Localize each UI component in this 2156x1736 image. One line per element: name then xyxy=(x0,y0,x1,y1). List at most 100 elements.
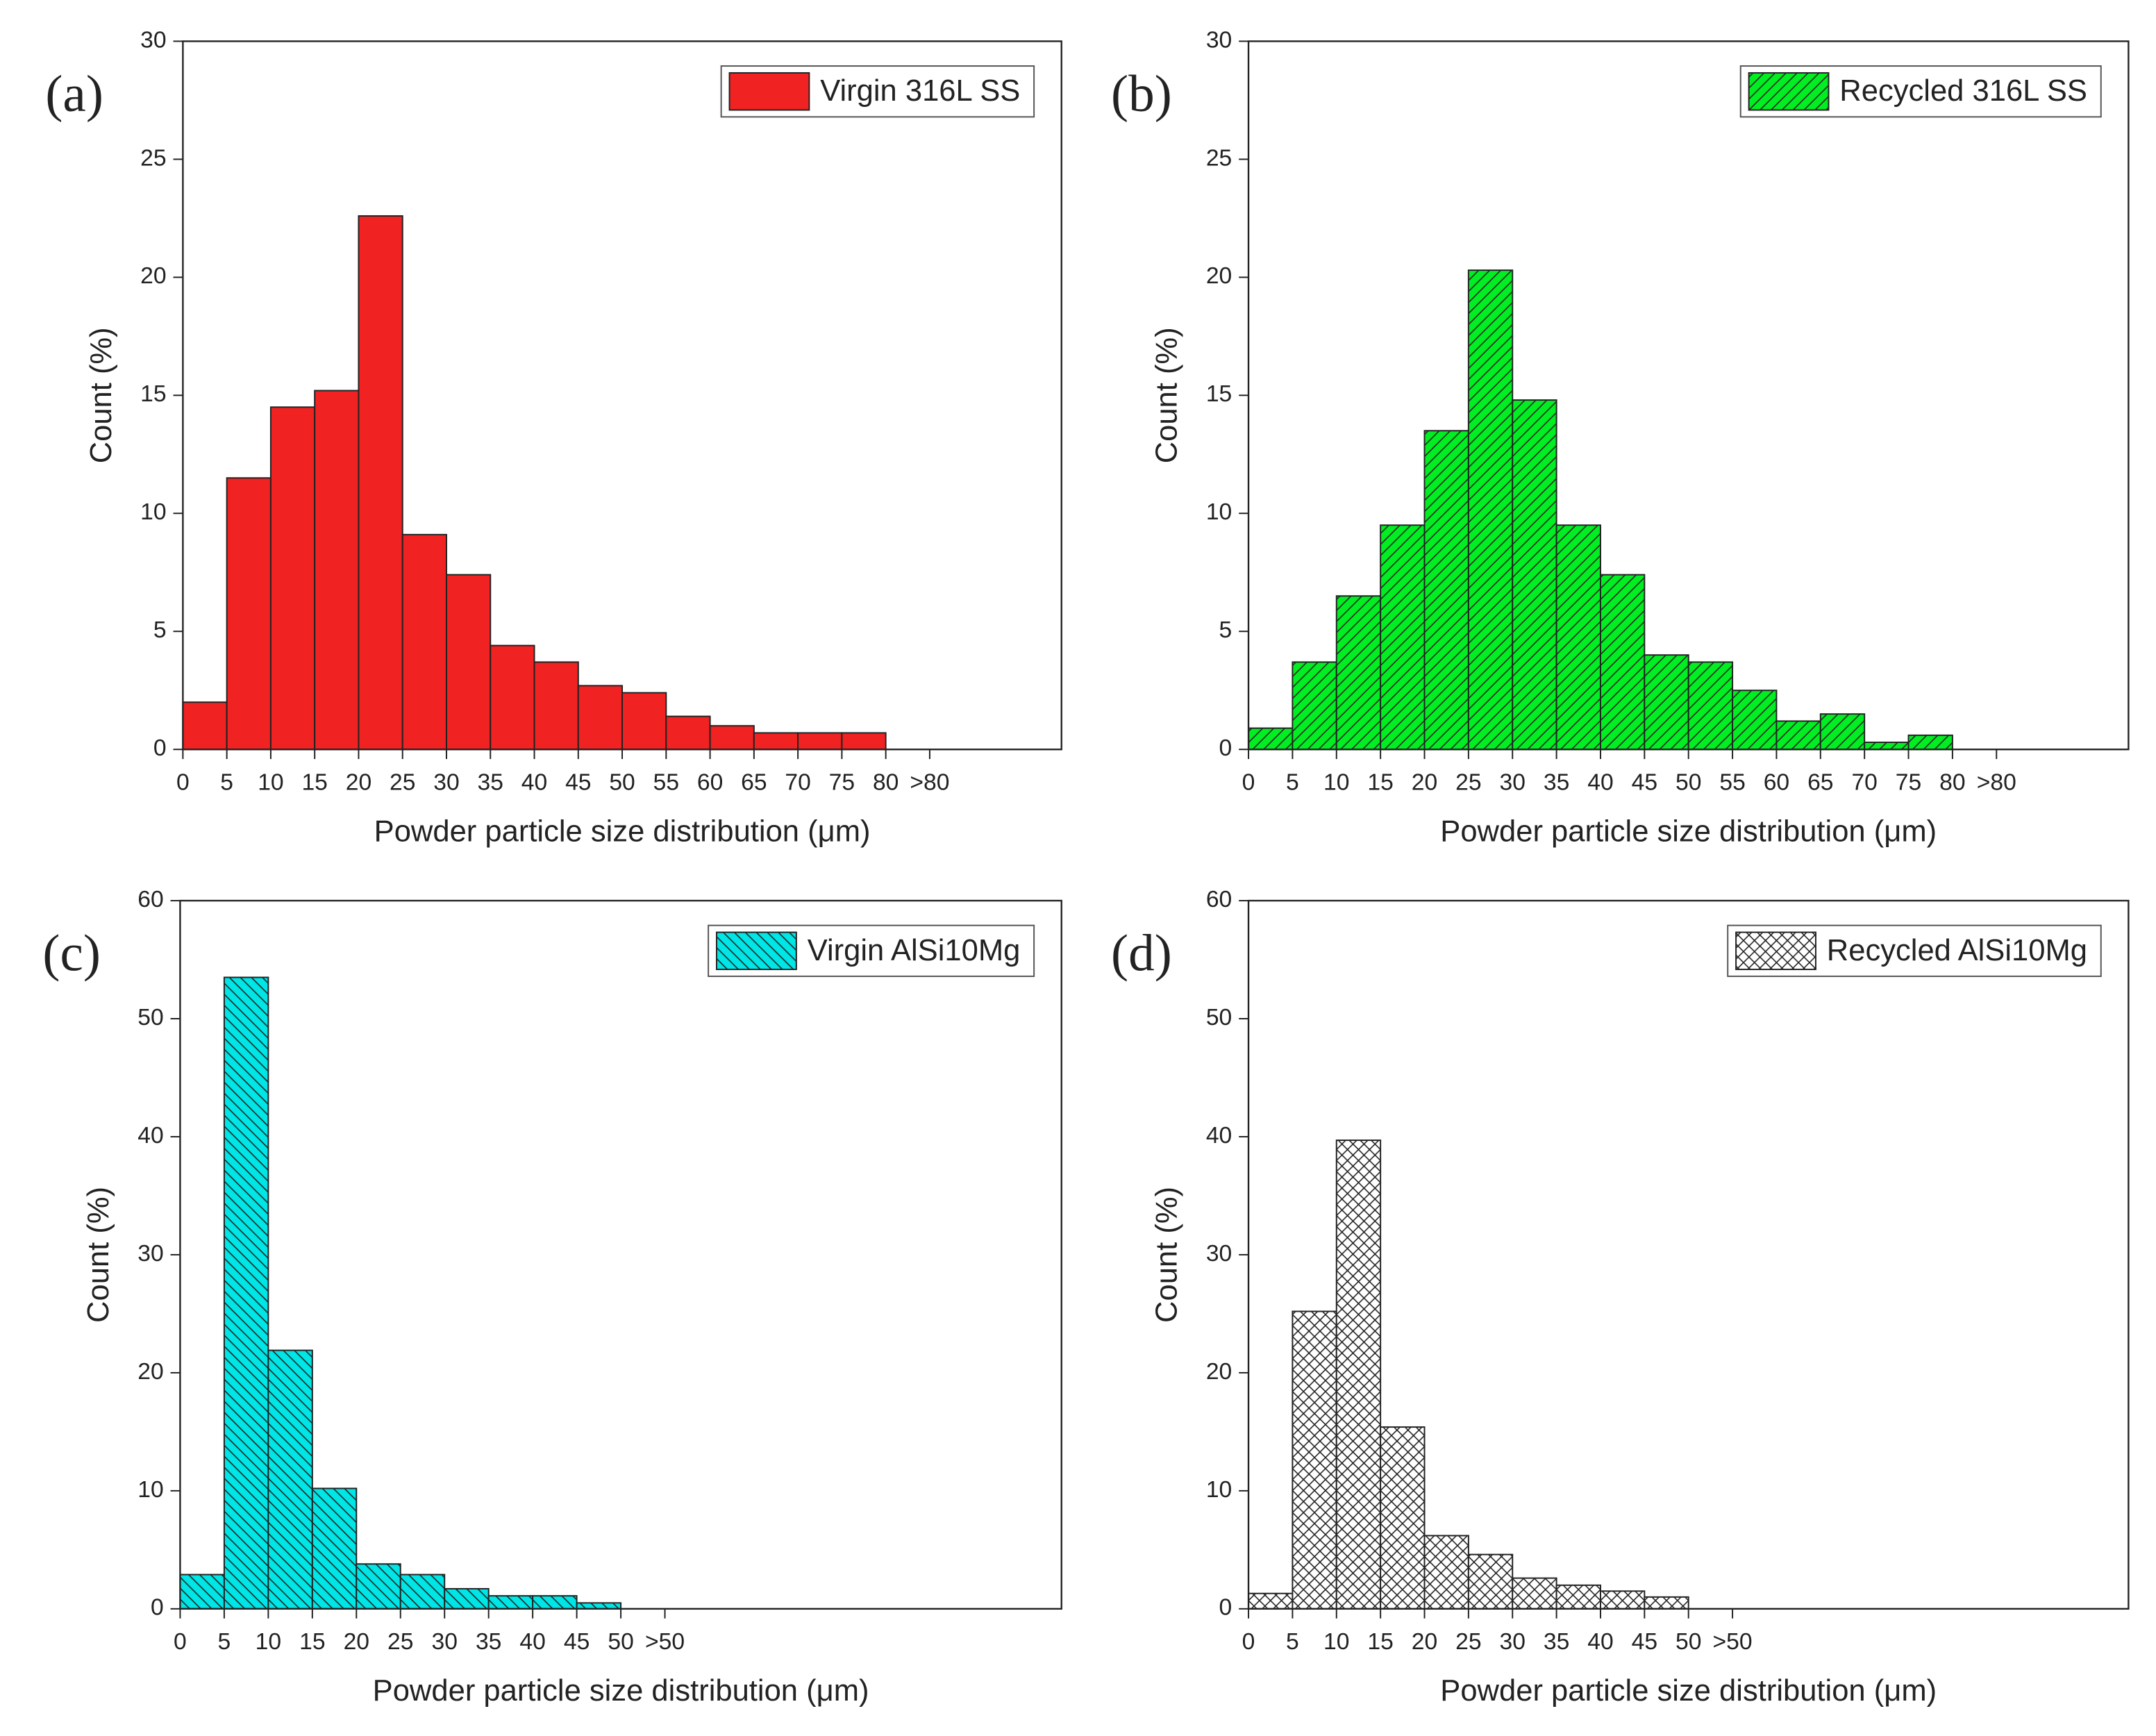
legend: Virgin 316L SS xyxy=(720,65,1035,118)
x-tick-label: 10 xyxy=(1323,770,1349,796)
y-tick-label: 40 xyxy=(137,1123,163,1149)
x-tick-label: 5 xyxy=(218,1629,231,1655)
histogram-bar xyxy=(1599,1590,1646,1610)
histogram-bar xyxy=(1555,1584,1601,1610)
legend-swatch xyxy=(1735,931,1816,971)
histogram-bar xyxy=(267,1349,313,1610)
y-tick-label: 5 xyxy=(1219,617,1232,643)
panel-label: (b) xyxy=(1111,65,1172,123)
histogram-bar xyxy=(1599,574,1646,751)
histogram-bar xyxy=(401,533,447,751)
y-axis-label: Count (%) xyxy=(1151,1187,1184,1323)
x-tick-label: 10 xyxy=(1323,1629,1349,1655)
x-tick-label: 25 xyxy=(390,770,415,796)
y-tick-label: 10 xyxy=(140,499,166,525)
y-tick-label: 0 xyxy=(1219,735,1232,761)
x-tick-label: 40 xyxy=(521,770,547,796)
x-tick-label: 10 xyxy=(256,1629,281,1655)
histogram-bar xyxy=(269,406,316,751)
x-tick-label: 30 xyxy=(433,770,459,796)
y-tick-label: 30 xyxy=(1206,1241,1232,1267)
y-tick-label: 30 xyxy=(1206,27,1232,53)
x-tick-label: 55 xyxy=(653,770,679,796)
y-tick-label: 15 xyxy=(1206,381,1232,407)
histogram-bar xyxy=(1467,269,1514,751)
y-axis-label: Count (%) xyxy=(85,327,118,463)
histogram-bar xyxy=(1687,661,1734,751)
x-tick-label: 50 xyxy=(609,770,635,796)
x-tick-label: 45 xyxy=(1632,770,1657,796)
histogram-bar xyxy=(1248,727,1294,751)
histogram-bar xyxy=(532,1595,578,1610)
y-tick-label: 30 xyxy=(137,1241,163,1267)
histogram-bar xyxy=(1335,595,1382,751)
x-tick-label: 15 xyxy=(1367,1629,1393,1655)
histogram-bar xyxy=(1644,1596,1689,1610)
x-tick-label: 35 xyxy=(1544,770,1569,796)
x-tick-label: 60 xyxy=(697,770,723,796)
x-tick-label: 50 xyxy=(1676,1629,1701,1655)
histogram-bar xyxy=(1380,1426,1426,1610)
x-tick-label: 40 xyxy=(1587,770,1613,796)
histogram-bar xyxy=(446,574,492,751)
x-tick-label: 50 xyxy=(1676,770,1701,796)
histogram-bar xyxy=(1423,430,1469,751)
x-tick-label: 5 xyxy=(220,770,233,796)
y-tick-label: 60 xyxy=(1206,887,1232,912)
x-axis-label: Powder particle size distribution (μm) xyxy=(374,815,871,849)
x-tick-label: 45 xyxy=(564,1629,590,1655)
y-tick-label: 20 xyxy=(137,1359,163,1385)
histogram-bar xyxy=(709,725,755,751)
x-tick-label: 30 xyxy=(1500,770,1526,796)
y-tick-label: 20 xyxy=(1206,263,1232,289)
x-tick-label: 5 xyxy=(1286,1629,1299,1655)
histogram-bar xyxy=(665,715,711,751)
x-tick-label: 80 xyxy=(873,770,899,796)
y-tick-label: 10 xyxy=(1206,499,1232,525)
x-tick-label: 80 xyxy=(1939,770,1965,796)
legend-swatch xyxy=(1748,72,1830,111)
histogram-bar xyxy=(1907,734,1953,751)
x-tick-label: 40 xyxy=(1587,1629,1613,1655)
legend-text: Virgin 316L SS xyxy=(820,74,1020,108)
x-tick-label: 15 xyxy=(299,1629,325,1655)
histogram-bar xyxy=(487,1595,534,1610)
x-tick-label: 65 xyxy=(741,770,767,796)
histogram-bar xyxy=(1555,524,1601,751)
histogram-bar xyxy=(577,685,624,751)
x-tick-label: 45 xyxy=(1632,1629,1657,1655)
x-tick-label: 65 xyxy=(1807,770,1833,796)
histogram-bar xyxy=(753,732,799,751)
legend-swatch xyxy=(728,72,810,111)
y-tick-label: 25 xyxy=(140,145,166,171)
x-tick-label: 30 xyxy=(432,1629,458,1655)
x-tick-label: 25 xyxy=(387,1629,413,1655)
x-tick-label: 45 xyxy=(565,770,591,796)
histogram-bar xyxy=(226,477,271,751)
y-tick-label: 5 xyxy=(153,617,167,643)
legend: Virgin AlSi10Mg xyxy=(708,924,1035,977)
histogram-bar xyxy=(621,692,667,751)
x-tick-label: 60 xyxy=(1764,770,1789,796)
x-tick-label: 5 xyxy=(1286,770,1299,796)
legend-text: Recycled 316L SS xyxy=(1839,74,2087,108)
histogram-bar xyxy=(1512,1577,1557,1610)
y-tick-label: 0 xyxy=(153,735,167,761)
y-axis-label: Count (%) xyxy=(1151,327,1184,463)
legend: Recycled AlSi10Mg xyxy=(1727,924,2102,977)
histogram-bar xyxy=(1335,1140,1382,1610)
y-tick-label: 0 xyxy=(151,1595,164,1621)
x-tick-label: 75 xyxy=(1896,770,1921,796)
x-tick-label: >80 xyxy=(910,770,949,796)
y-tick-label: 15 xyxy=(140,381,166,407)
legend: Recycled 316L SS xyxy=(1739,65,2102,118)
x-tick-label: 0 xyxy=(1242,770,1255,796)
y-tick-label: 50 xyxy=(137,1005,163,1030)
y-tick-label: 10 xyxy=(137,1477,163,1503)
x-tick-label: 10 xyxy=(258,770,283,796)
x-tick-label: 75 xyxy=(829,770,855,796)
histogram-bar xyxy=(1248,1592,1294,1610)
y-tick-label: 60 xyxy=(137,887,163,912)
legend-text: Recycled AlSi10Mg xyxy=(1827,934,2087,967)
